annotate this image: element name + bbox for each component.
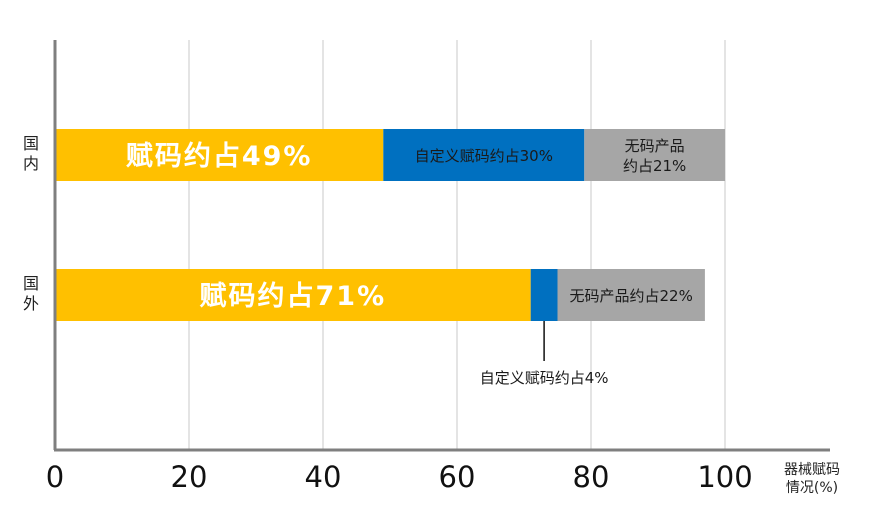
category-label: 外: [23, 294, 39, 313]
x-tick-label: 80: [573, 460, 610, 494]
bars: [55, 129, 725, 321]
data-label: 自定义赋码约占4%: [480, 369, 609, 387]
bar-1-segment-3: [584, 129, 725, 181]
data-label: 约占21%: [623, 157, 686, 175]
bar-2-segment-1: [55, 269, 531, 321]
data-label: 自定义赋码约占30%: [415, 147, 553, 165]
x-axis-unit-label: 情况(%): [786, 480, 838, 496]
x-axis-unit-label: 器械赋码: [784, 462, 840, 478]
category-label: 国: [23, 274, 39, 293]
bar-1-segment-1: [55, 129, 384, 181]
category-label: 内: [23, 154, 39, 173]
bar-2-segment-2: [530, 269, 558, 321]
data-label: 无码产品: [625, 137, 685, 155]
axes: [53, 40, 830, 452]
gridlines: [188, 40, 726, 450]
bar-2-segment-3: [557, 269, 705, 321]
x-tick-label: 60: [439, 460, 476, 494]
x-tick-label: 100: [697, 460, 752, 494]
x-tick-label: 20: [171, 460, 208, 494]
x-tick-label: 40: [305, 460, 342, 494]
category-label: 国: [23, 134, 39, 153]
x-tick-label: 0: [46, 460, 64, 494]
data-label: 赋码约占49%: [126, 141, 313, 172]
bar-1-segment-2: [383, 129, 585, 181]
data-label: 无码产品约占22%: [570, 287, 693, 305]
data-label: 赋码约占71%: [200, 281, 387, 312]
